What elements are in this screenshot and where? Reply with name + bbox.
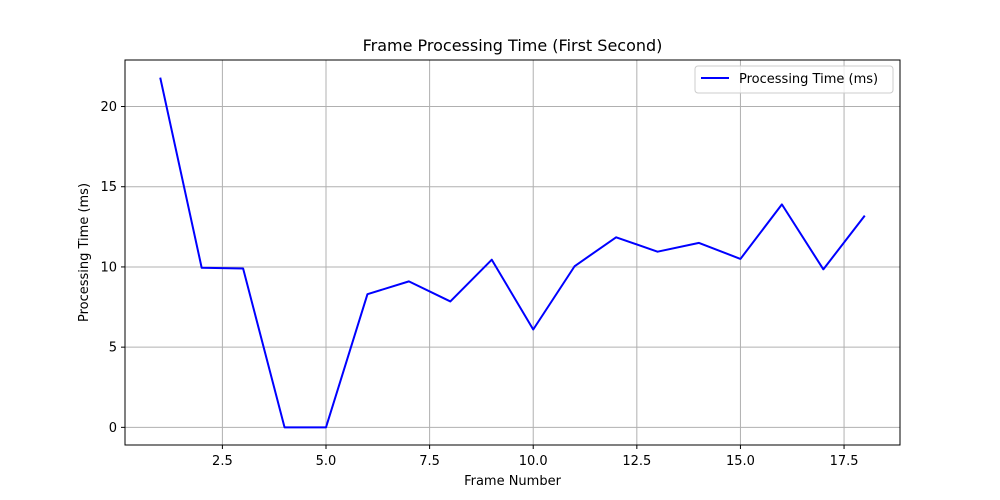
y-tick-label: 15 [100,180,117,195]
x-tick-label: 5.0 [316,454,337,469]
series-line [159,77,866,429]
x-tick-label: 7.5 [419,454,440,469]
legend-label: Processing Time (ms) [739,72,878,87]
legend: Processing Time (ms) [694,65,894,94]
chart-title: Frame Processing Time (First Second) [363,36,663,55]
x-tick-label: 12.5 [622,454,651,469]
x-axis-label: Frame Number [464,474,562,489]
x-tick-label: 10.0 [519,454,548,469]
legend-box [694,65,894,94]
y-tick-label: 5 [109,341,117,356]
x-tick-label: 17.5 [830,454,859,469]
x-tick-label: 2.5 [212,454,233,469]
y-tick-label: 10 [100,260,117,275]
y-tick-label: 20 [100,100,117,115]
x-axis-ticks: 2.5 5.0 7.5 10.0 12.5 15.0 17.5 [212,445,859,469]
axes-frame [124,59,901,446]
x-tick-label: 15.0 [726,454,755,469]
grid [125,60,900,445]
y-tick-label: 0 [109,421,117,436]
series-layer [159,77,866,429]
y-axis-ticks: 0 5 10 15 20 [100,100,125,436]
y-axis-label: Processing Time (ms) [77,183,92,322]
